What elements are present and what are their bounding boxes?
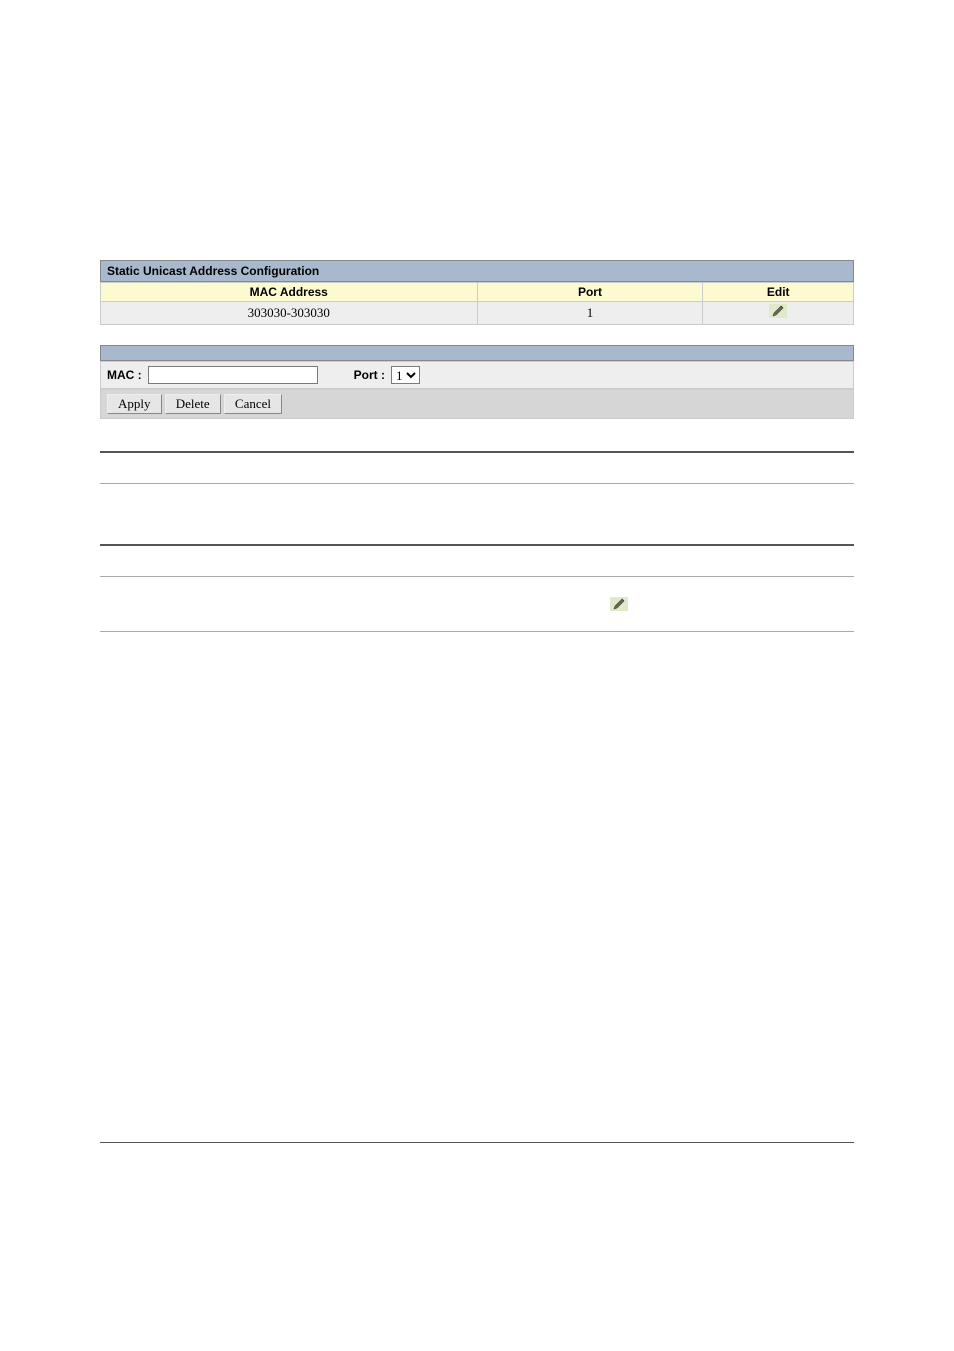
- cell-mac: 303030-303030: [101, 302, 478, 325]
- cell-edit: [703, 302, 854, 325]
- divider: [100, 576, 854, 577]
- separator-band: [100, 345, 854, 361]
- col-edit-header: Edit: [703, 283, 854, 302]
- port-label: Port :: [354, 368, 385, 382]
- form-row: MAC : Port : 1: [100, 361, 854, 389]
- mac-label: MAC :: [107, 368, 142, 382]
- static-unicast-panel: Static Unicast Address Configuration MAC…: [100, 260, 854, 419]
- col-mac-header: MAC Address: [101, 283, 478, 302]
- divider: [100, 631, 854, 632]
- divider: [100, 483, 854, 484]
- apply-button[interactable]: Apply: [107, 394, 162, 414]
- table-row: 303030-303030 1: [101, 302, 854, 325]
- footer-divider: [100, 1142, 854, 1143]
- address-table: MAC Address Port Edit 303030-303030 1: [100, 282, 854, 325]
- port-select[interactable]: 1: [391, 366, 420, 384]
- divider: [100, 451, 854, 453]
- button-row: Apply Delete Cancel: [100, 389, 854, 419]
- inline-edit-row: [100, 597, 854, 615]
- edit-icon[interactable]: [769, 304, 787, 318]
- cell-port: 1: [477, 302, 703, 325]
- panel-title: Static Unicast Address Configuration: [100, 260, 854, 282]
- delete-button[interactable]: Delete: [165, 394, 221, 414]
- edit-icon[interactable]: [610, 597, 628, 611]
- divider: [100, 544, 854, 546]
- cancel-button[interactable]: Cancel: [224, 394, 282, 414]
- mac-input[interactable]: [148, 366, 318, 384]
- col-port-header: Port: [477, 283, 703, 302]
